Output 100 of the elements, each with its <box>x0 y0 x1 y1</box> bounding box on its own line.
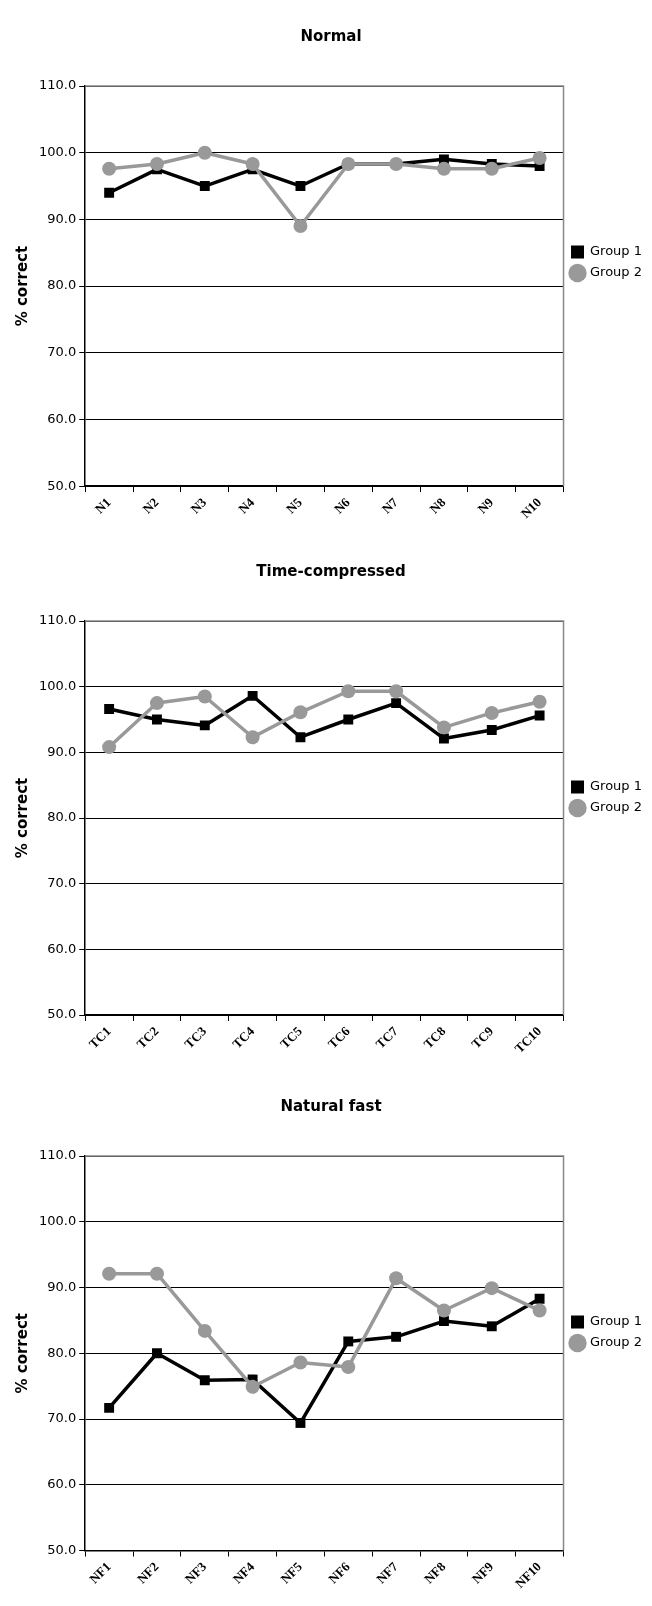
legend-label: Group 1 <box>590 778 642 794</box>
y-tick-label: 110.0 <box>39 1147 77 1163</box>
point <box>391 1331 402 1342</box>
y-tick-label: 70.0 <box>47 1410 77 1426</box>
y-tick-label: 80.0 <box>47 277 77 293</box>
point <box>534 1293 545 1304</box>
x-tick-label: N9 <box>474 494 497 517</box>
x-tick-label: N6 <box>330 494 354 517</box>
point <box>389 684 404 699</box>
point <box>438 733 449 744</box>
y-tick-label: 110.0 <box>39 612 77 628</box>
point <box>436 161 451 176</box>
point <box>436 1303 451 1318</box>
x-tick-label: NF2 <box>133 1558 162 1587</box>
point <box>293 705 308 720</box>
point <box>295 732 306 743</box>
x-tick-label: NF4 <box>229 1558 258 1587</box>
point <box>486 1321 497 1332</box>
y-tick-label: 50.0 <box>47 1006 77 1022</box>
point <box>152 714 162 725</box>
y-tick-label: 70.0 <box>47 344 77 360</box>
point <box>199 1375 210 1386</box>
y-tick-label: 90.0 <box>47 1278 77 1294</box>
point <box>436 720 451 735</box>
x-tick-label: N3 <box>187 494 210 517</box>
y-axis-title: % correct <box>12 245 31 327</box>
point <box>245 157 260 172</box>
point <box>295 181 306 191</box>
x-tick-label: NF3 <box>181 1558 210 1587</box>
x-tick-label: N8 <box>426 494 449 517</box>
point <box>484 161 499 176</box>
y-tick-label: 90.0 <box>47 210 77 226</box>
x-tick-label: TC6 <box>324 1023 354 1052</box>
x-tick-label: TC2 <box>133 1023 162 1052</box>
point <box>104 704 115 714</box>
x-tick-label: TC7 <box>372 1023 401 1052</box>
point <box>532 694 547 709</box>
legend-label: Group 1 <box>590 243 642 259</box>
point <box>341 684 356 699</box>
x-tick-label: TC9 <box>468 1023 497 1052</box>
point <box>104 187 115 198</box>
x-tick-label: TC4 <box>229 1023 258 1052</box>
x-tick-label: TC8 <box>420 1023 449 1052</box>
x-tick-label: NF9 <box>468 1558 497 1587</box>
point <box>199 181 210 191</box>
point <box>152 1348 162 1359</box>
y-tick-label: 100.0 <box>39 1213 77 1229</box>
y-tick-label: 60.0 <box>47 940 77 956</box>
point <box>104 1402 115 1413</box>
point <box>295 1418 306 1428</box>
point <box>343 714 354 725</box>
y-tick-label: 50.0 <box>47 1541 77 1557</box>
y-tick-label: 90.0 <box>47 743 77 759</box>
point <box>245 1379 260 1394</box>
x-tick-label: NF6 <box>325 1558 354 1587</box>
point <box>389 1271 404 1286</box>
y-tick-label: 60.0 <box>47 410 77 426</box>
point <box>197 689 212 704</box>
point <box>102 161 117 176</box>
y-tick-label: 110.0 <box>39 77 77 93</box>
x-tick-label: NF5 <box>277 1558 306 1587</box>
x-tick-label: N2 <box>139 494 162 517</box>
point <box>102 740 117 755</box>
x-tick-label: N5 <box>283 494 306 517</box>
point <box>149 1266 164 1281</box>
point <box>197 145 212 160</box>
point <box>438 1316 449 1326</box>
x-tick-label: NF1 <box>86 1558 114 1587</box>
point <box>534 710 545 721</box>
y-tick-label: 80.0 <box>47 809 77 825</box>
point <box>532 1303 547 1318</box>
legend-label: Group 2 <box>590 799 642 815</box>
y-tick-label: 100.0 <box>39 144 77 160</box>
y-tick-label: 80.0 <box>47 1344 77 1360</box>
point <box>102 1266 117 1281</box>
point <box>149 696 164 711</box>
point <box>245 730 260 745</box>
x-tick-label: TC5 <box>276 1023 306 1052</box>
y-axis-title: % correct <box>12 777 31 859</box>
y-tick-label: 70.0 <box>47 875 77 891</box>
x-tick-label: N10 <box>517 494 545 521</box>
x-tick-label: N1 <box>91 494 114 517</box>
x-tick-label: N7 <box>378 494 401 517</box>
legend-label: Group 1 <box>590 1313 642 1329</box>
legend-label: Group 2 <box>590 264 642 280</box>
point <box>197 1323 212 1338</box>
point <box>293 219 308 234</box>
point <box>391 698 402 709</box>
point <box>199 720 210 731</box>
point <box>532 151 547 166</box>
chart-title: Time-compressed <box>256 561 406 580</box>
chart-title: Natural fast <box>280 1096 382 1115</box>
y-tick-label: 50.0 <box>47 477 77 493</box>
legend-label: Group 2 <box>590 1334 642 1350</box>
x-tick-label: TC1 <box>85 1023 114 1052</box>
x-tick-label: N4 <box>235 494 258 517</box>
y-axis-title: % correct <box>12 1313 31 1394</box>
x-tick-label: NF8 <box>420 1558 449 1587</box>
y-tick-label: 100.0 <box>39 678 77 694</box>
chart-title: Normal <box>300 26 362 45</box>
